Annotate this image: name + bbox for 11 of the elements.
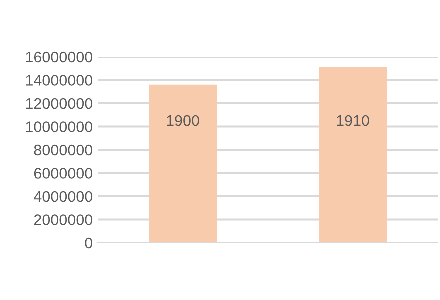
y-tick-label: 2000000 [34,214,93,226]
y-tick-label: 4000000 [34,191,93,202]
x-tick-label: 1900 [167,115,200,126]
y-tick-label: 14000000 [26,75,93,86]
y-tick-label: 10000000 [26,122,93,132]
y-tick-label: 0 [85,238,93,249]
y-tick-label: 12000000 [26,98,93,110]
y-tick-label: 8000000 [34,144,93,156]
y-tick-label: 16000000 [26,52,93,63]
y-tick-label: 6000000 [34,168,93,179]
x-tick-label: 1910 [337,115,370,126]
